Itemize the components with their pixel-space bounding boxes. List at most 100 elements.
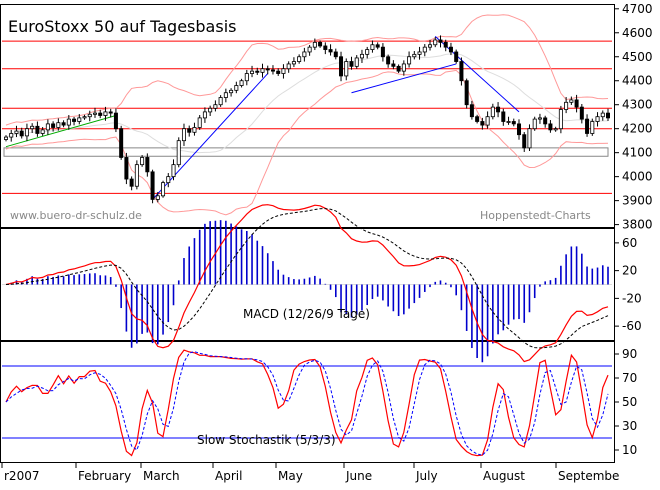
candle-body — [4, 136, 9, 140]
candle-body — [548, 123, 553, 131]
candle-body — [19, 130, 24, 137]
candle-body — [532, 118, 537, 130]
candle-body — [176, 140, 181, 166]
candle-body — [428, 44, 433, 48]
candle-body — [213, 104, 218, 109]
candle-body — [522, 134, 527, 149]
candle-body — [370, 44, 375, 50]
candle-body — [92, 112, 97, 115]
candle-body — [349, 61, 354, 67]
candle-body — [239, 80, 244, 86]
candle-body — [72, 118, 77, 122]
uptrend-line — [152, 73, 269, 200]
macd-line — [5, 204, 609, 363]
candle-body — [511, 121, 516, 125]
candle-body — [229, 89, 234, 94]
price-axis-label: 3900 — [622, 194, 653, 208]
stochastic-axis-label: 90 — [622, 347, 637, 361]
candle-body — [161, 182, 166, 197]
candle-body — [438, 39, 443, 43]
candle-body — [391, 63, 396, 67]
candle-body — [45, 123, 50, 131]
chart-title: EuroStoxx 50 auf Tagesbasis — [8, 17, 236, 36]
price-axis-label: 4700 — [622, 2, 653, 16]
price-axis-label: 4100 — [622, 146, 653, 160]
candle-body — [537, 117, 542, 120]
macd-axis-label: -60 — [622, 319, 642, 333]
candle-layer — [4, 35, 611, 204]
candle-body — [9, 133, 14, 138]
candle-body — [464, 80, 469, 106]
support-trendline — [5, 115, 117, 148]
candle-body — [344, 61, 349, 77]
stochastic-label: Slow Stochastik (5/3/3) — [197, 433, 336, 447]
macd-label: MACD (12/26/9 Tage) — [243, 307, 370, 321]
stochastic-axis-label: 70 — [622, 371, 637, 385]
x-axis-label: April — [215, 469, 242, 483]
x-axis-label: July — [415, 469, 438, 483]
candle-body — [417, 51, 422, 55]
candle-body — [564, 101, 569, 110]
candle-body — [297, 56, 302, 62]
candle-body — [454, 51, 459, 62]
candle-body — [527, 128, 532, 149]
candle-body — [166, 176, 171, 184]
candle-body — [134, 164, 139, 187]
candle-body — [496, 106, 501, 113]
candle-body — [234, 85, 239, 91]
price-range-box — [3, 147, 609, 157]
watermark-left: www.buero-dr-schulz.de — [10, 209, 142, 222]
candle-body — [187, 128, 192, 133]
candle-body — [24, 128, 29, 137]
macd-layer — [2, 204, 612, 363]
candle-body — [145, 157, 150, 173]
candle-body — [574, 99, 579, 108]
macd-axis-label: 60 — [622, 236, 637, 250]
candle-body — [312, 41, 317, 48]
candle-body — [87, 113, 92, 118]
moving-average-line — [5, 53, 609, 154]
candle-body — [422, 46, 427, 53]
candle-body — [339, 56, 344, 77]
price-axis-label: 4200 — [622, 122, 653, 136]
stochastic-axis-label: 30 — [622, 419, 637, 433]
price-axis-label: 4000 — [622, 170, 653, 184]
stochastic-axis-label: 50 — [622, 395, 637, 409]
candle-body — [318, 41, 323, 47]
candle-body — [171, 164, 176, 178]
candle-body — [270, 69, 275, 72]
macd-axis-label: 20 — [622, 264, 637, 278]
candle-body — [443, 41, 448, 48]
candle-body — [255, 70, 260, 73]
candle-body — [569, 99, 574, 103]
candle-body — [150, 171, 155, 200]
grid-layer — [2, 40, 612, 194]
candle-body — [98, 112, 103, 116]
stochastic-d-line — [5, 351, 609, 456]
candle-body — [82, 116, 87, 119]
candle-body — [181, 128, 186, 142]
candle-body — [113, 112, 118, 130]
candle-body — [333, 51, 338, 58]
watermark-right: Hoppenstedt-Charts — [480, 209, 591, 222]
candle-body — [380, 46, 385, 58]
candle-body — [448, 46, 453, 53]
candle-body — [459, 61, 464, 82]
price-overlay-layer — [5, 14, 609, 216]
candle-body — [585, 118, 590, 134]
candle-body — [480, 121, 485, 126]
candle-body — [490, 106, 495, 118]
candle-body — [40, 129, 45, 134]
candle-body — [124, 157, 129, 180]
candle-body — [244, 73, 249, 82]
candle-body — [590, 121, 595, 134]
candle-body — [302, 51, 307, 58]
candle-body — [475, 116, 480, 122]
stochastic-k-line — [5, 349, 609, 457]
stochastic-axis-label: 10 — [622, 443, 637, 457]
candle-body — [202, 111, 207, 119]
candle-body — [129, 178, 134, 187]
macd-axis-label: -20 — [622, 291, 642, 305]
candle-body — [307, 46, 312, 53]
